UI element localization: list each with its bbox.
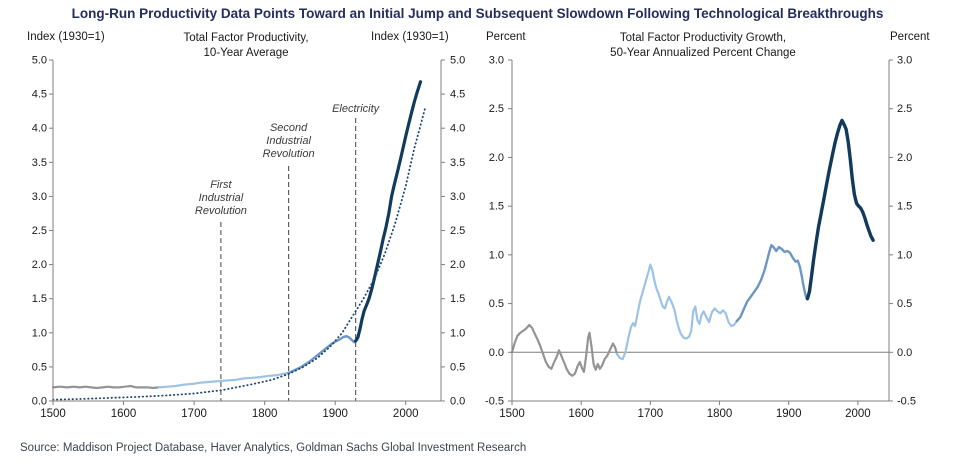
y-tick-label-right: -0.5 — [897, 396, 916, 408]
series-tfp-index-1650-1834 — [157, 371, 290, 389]
y-tick-label-right: 2.0 — [450, 259, 465, 271]
left-panel-title-line2: 10-Year Average — [203, 47, 289, 59]
y-tick-label-left: 0.5 — [489, 298, 504, 310]
charts-canvas: FirstIndustrialRevolutionSecondIndustria… — [32, 55, 916, 421]
left-panel-right-axis-unit: Index (1930=1) — [371, 31, 449, 43]
x-tick-label: 1700 — [181, 408, 207, 420]
y-tick-label-left: 1.0 — [489, 249, 504, 261]
y-tick-label-right: 2.5 — [450, 225, 465, 237]
left-panel-title-line1: Total Factor Productivity, — [183, 32, 309, 44]
y-tick-label-right: 1.5 — [450, 293, 465, 305]
y-tick-label-right: 4.0 — [450, 123, 465, 135]
y-tick-label-left: 2.5 — [32, 225, 47, 237]
right-chart: -0.5 -0.5 0.0 0.0 0.5 0.5 1.0 1.0 1.5 1.5 2.0 2.0 2.… — [485, 55, 916, 421]
series-tfp-growth-1500-1652 — [510, 323, 619, 377]
x-tick-label: 1600 — [568, 408, 594, 420]
left-panel-title: Total Factor Productivity, 10-Year Avera… — [130, 31, 362, 61]
x-tick-label: 1600 — [111, 408, 137, 420]
x-tick-label: 1800 — [707, 408, 733, 420]
y-tick-label-left: 0.0 — [32, 396, 47, 408]
annotation-label: Revolution — [263, 148, 315, 160]
right-chart-axes: -0.5 -0.5 0.0 0.0 0.5 0.5 1.0 1.0 1.5 1.5 2.0 2.0 2.… — [485, 55, 916, 421]
series-tfp-growth-1927-2022 — [805, 118, 875, 301]
right-panel-left-axis-unit: Percent — [486, 31, 526, 43]
y-tick-label-right: 2.5 — [897, 103, 912, 115]
left-chart-axes: 0.0 0.0 0.5 0.5 1.0 1.0 1.5 1.5 2.0 2.0 2.5 2.5 3.0 3… — [32, 55, 466, 421]
y-tick-label-right: 5.0 — [450, 55, 465, 67]
series-tfp-index-1929-2021 — [354, 80, 423, 343]
y-tick-label-right: 0.5 — [450, 361, 465, 373]
y-tick-label-left: 2.0 — [489, 152, 504, 164]
y-tick-label-left: 3.0 — [489, 55, 504, 67]
y-tick-label-left: 5.0 — [32, 55, 47, 67]
left-chart: FirstIndustrialRevolutionSecondIndustria… — [32, 55, 466, 421]
y-tick-label-left: 4.5 — [32, 89, 47, 101]
series-tfp-index-1834-1929 — [287, 335, 357, 375]
y-tick-label-left: 4.0 — [32, 123, 47, 135]
annotation-label: Industrial — [199, 192, 244, 204]
y-tick-label-right: 1.0 — [450, 327, 465, 339]
right-panel-right-axis-unit: Percent — [890, 31, 930, 43]
annotation-label: Industrial — [266, 135, 311, 147]
figure-title: Long-Run Productivity Data Points Toward… — [71, 6, 884, 21]
series-exponential-trend — [52, 108, 426, 401]
y-tick-label-right: 0.5 — [897, 298, 912, 310]
y-tick-label-left: 1.0 — [32, 327, 47, 339]
source-note: Source: Maddison Project Database, Haver… — [20, 442, 527, 454]
series-tfp-growth-1652-1825 — [615, 263, 738, 361]
right-panel-title-line2: 50-Year Annualized Percent Change — [610, 47, 796, 59]
x-tick-label: 1800 — [252, 408, 278, 420]
series-tfp-index-1500-1650 — [51, 384, 160, 390]
y-tick-label-right: 3.0 — [450, 191, 465, 203]
y-tick-label-left: 3.5 — [32, 157, 47, 169]
left-panel-left-axis-unit: Index (1930=1) — [27, 31, 105, 43]
y-tick-label-right: 4.5 — [450, 89, 465, 101]
y-tick-label-left: 1.5 — [32, 293, 47, 305]
y-tick-label-left: 0.0 — [489, 347, 504, 359]
right-panel-title-line1: Total Factor Productivity Growth, — [619, 32, 787, 44]
x-tick-label: 1500 — [499, 408, 525, 420]
annotation-label: Electricity — [332, 103, 381, 115]
y-tick-label-left: 0.5 — [32, 361, 47, 373]
series-tfp-growth-1825-1927 — [735, 243, 809, 323]
x-tick-label: 1500 — [40, 408, 66, 420]
x-tick-label: 1700 — [638, 408, 664, 420]
y-tick-label-right: 0.0 — [897, 347, 912, 359]
y-tick-label-left: -0.5 — [485, 396, 504, 408]
annotation-label: Revolution — [195, 205, 247, 217]
y-tick-label-right: 0.0 — [450, 396, 465, 408]
x-tick-label: 2000 — [393, 408, 419, 420]
y-tick-label-right: 1.5 — [897, 201, 912, 213]
annotation-label: First — [210, 179, 232, 191]
y-tick-label-right: 3.0 — [897, 55, 912, 67]
y-tick-label-right: 2.0 — [897, 152, 912, 164]
annotation-label: Second — [270, 122, 308, 134]
x-tick-label: 1900 — [776, 408, 802, 420]
y-tick-label-left: 3.0 — [32, 191, 47, 203]
y-tick-label-left: 1.5 — [489, 201, 504, 213]
x-tick-label: 2000 — [845, 408, 871, 420]
y-tick-label-left: 2.5 — [489, 103, 504, 115]
y-tick-label-right: 1.0 — [897, 249, 912, 261]
x-tick-label: 1900 — [322, 408, 348, 420]
y-tick-label-right: 3.5 — [450, 157, 465, 169]
y-tick-label-left: 2.0 — [32, 259, 47, 271]
right-panel-title: Total Factor Productivity Growth, 50-Yea… — [553, 31, 853, 61]
